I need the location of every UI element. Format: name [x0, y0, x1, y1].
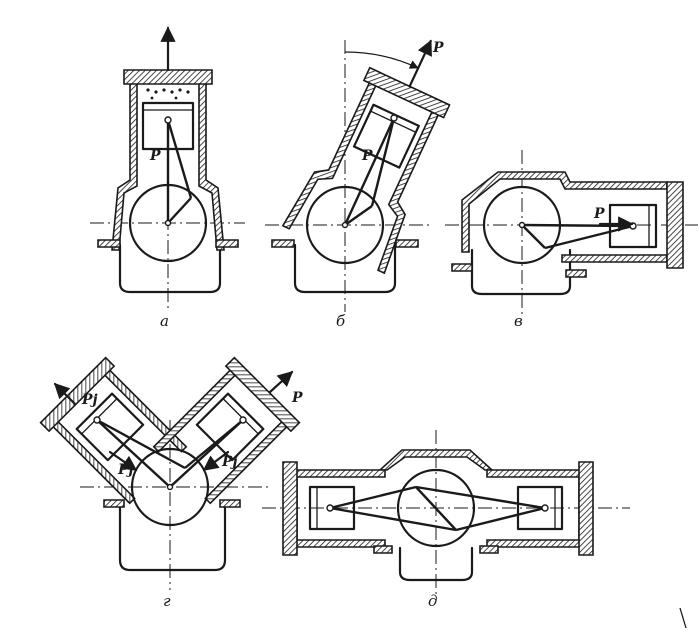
variant-g-force-label-right: P [291, 390, 303, 406]
variant-g-force-label-left: Pj [81, 392, 98, 408]
variant-g-v-engine [39, 356, 301, 590]
variant-v-horizontal-engine [445, 150, 698, 318]
variant-b-caption: б [336, 312, 346, 330]
edge-mark [679, 607, 687, 629]
variant-v-force-label: P [593, 206, 605, 222]
variant-g-force-label-left-rod: Pj [117, 462, 134, 478]
variant-g-force-label-right-rod: Pj [221, 454, 238, 470]
variant-a-vertical-engine [90, 26, 245, 310]
variant-v-caption: в [514, 312, 523, 330]
variant-a-force-label: P [149, 148, 161, 164]
variant-g-caption: г [163, 592, 171, 610]
variant-b-inclined-engine [265, 39, 451, 312]
variant-a-caption: а [160, 312, 169, 330]
combustion-marks [146, 88, 190, 100]
variant-b-force-label-top: P [432, 40, 444, 56]
variant-d-caption: д [428, 592, 438, 610]
variant-b-force-label-rod: P [361, 148, 373, 164]
variant-d-opposed-engine [262, 430, 630, 598]
